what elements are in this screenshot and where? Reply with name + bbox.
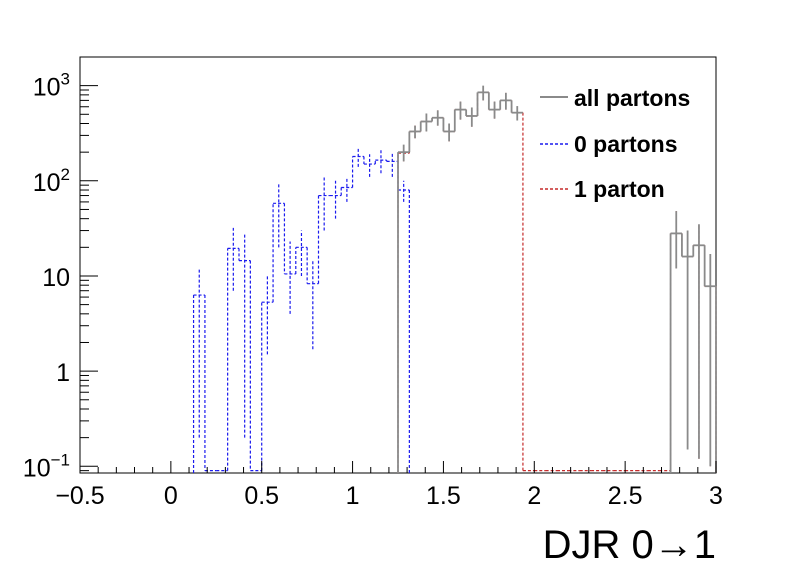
x-tick-label: 1.5 [426, 482, 461, 510]
y-axis-ticks: 10−1 1 10 102 103 [23, 56, 98, 482]
x-tick-label: 2 [527, 482, 541, 510]
y-tick-label: 103 [33, 70, 70, 102]
legend-label-1-parton: 1 parton [574, 176, 665, 202]
legend-entry-1-parton: 1 parton [540, 176, 665, 202]
y-tick-label: 10 [42, 264, 70, 292]
series-all-partons [397, 85, 717, 473]
legend: all partons 0 partons 1 parton [540, 85, 690, 202]
y-tick-label: 102 [33, 165, 70, 197]
x-tick-label: 3 [709, 482, 723, 510]
y-tick-label: 1 [56, 359, 70, 387]
x-axis-ticks: −0.5 0 0.5 1 1.5 2 2.5 3 [55, 461, 723, 510]
x-tick-label: 2.5 [608, 482, 643, 510]
x-tick-label: 0.5 [244, 482, 279, 510]
y-tick-label: 10−1 [23, 450, 70, 482]
legend-entry-all-partons: all partons [540, 85, 690, 111]
series-layer [192, 85, 717, 473]
x-axis-title: DJR 0→1 [543, 523, 716, 567]
x-tick-label: 0 [164, 482, 178, 510]
x-tick-label: −0.5 [55, 482, 104, 510]
legend-label-0-partons: 0 partons [574, 131, 678, 157]
series-0-partons [192, 148, 410, 473]
legend-entry-0-partons: 0 partons [540, 131, 678, 157]
x-tick-label: 1 [346, 482, 360, 510]
legend-label-all-partons: all partons [574, 85, 690, 111]
